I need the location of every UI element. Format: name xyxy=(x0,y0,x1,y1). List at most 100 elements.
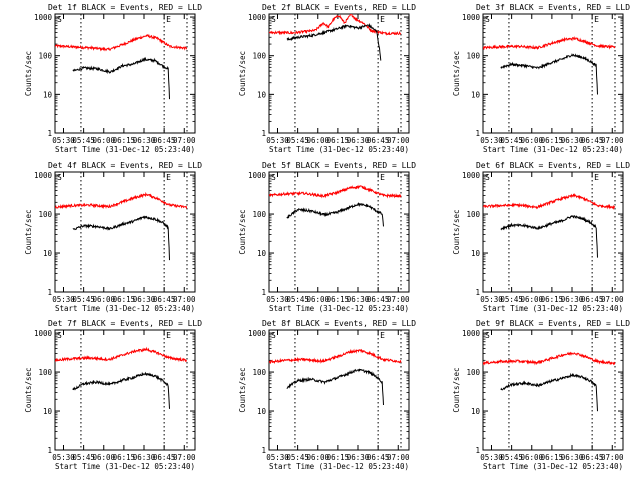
lld-series-line xyxy=(269,184,402,199)
panel-det-1: Det 1f BLACK = Events, RED = LLD 1 10 100 10… xyxy=(24,3,202,154)
panel-title: Det 1f BLACK = Events, RED = LLD xyxy=(48,3,202,12)
x-tick-label: 07:00 xyxy=(387,295,410,304)
y-axis-label: Counts/sec xyxy=(452,51,461,96)
x-tick-label: 06:45 xyxy=(153,136,176,145)
x-tick-label: 05:30 xyxy=(52,136,75,145)
panel-det-4: Det 4f BLACK = Events, RED = LLD 1 10 100 10… xyxy=(24,161,202,313)
events-series-line xyxy=(286,368,384,406)
y-tick-label: 10 xyxy=(471,249,481,258)
x-tick-label: 06:15 xyxy=(327,295,350,304)
panel-det-7: Det 7f BLACK = Events, RED = LLD 1 10 100 10… xyxy=(24,319,202,471)
lld-series-line xyxy=(269,14,402,36)
y-axis-label: Counts/sec xyxy=(238,367,247,412)
x-tick-label: 06:00 xyxy=(520,453,543,462)
y-tick-label: 1000 xyxy=(462,329,481,338)
x-tick-label: 05:30 xyxy=(480,136,503,145)
y-tick-label: 1 xyxy=(47,288,52,297)
x-tick-label: 06:45 xyxy=(367,453,390,462)
x-tick-label: 06:00 xyxy=(306,295,329,304)
y-tick-label: 10 xyxy=(257,249,267,258)
y-tick-label: 10 xyxy=(471,407,481,416)
y-tick-label: 1 xyxy=(47,446,52,455)
x-tick-label: 06:30 xyxy=(347,295,370,304)
x-tick-label: 05:45 xyxy=(286,295,309,304)
x-tick-label: 07:00 xyxy=(601,295,624,304)
x-tick-label: 06:15 xyxy=(113,295,136,304)
plot-frame xyxy=(482,13,624,134)
x-tick-label: 05:30 xyxy=(52,295,75,304)
x-axis-label: Start Time (31-Dec-12 05:23:40) xyxy=(269,304,409,313)
x-tick-label: 06:30 xyxy=(561,453,584,462)
y-tick-label: 1 xyxy=(261,288,266,297)
x-tick-label: 06:00 xyxy=(306,136,329,145)
x-tick-label: 06:15 xyxy=(541,453,564,462)
x-tick-label: 07:00 xyxy=(173,136,196,145)
events-series-line xyxy=(72,371,170,409)
end-marker-label: E xyxy=(380,15,385,24)
x-tick-label: 06:00 xyxy=(520,295,543,304)
events-series-line xyxy=(500,372,598,412)
x-axis-label: Start Time (31-Dec-12 05:23:40) xyxy=(269,462,409,471)
x-axis-label: Start Time (31-Dec-12 05:23:40) xyxy=(483,462,623,471)
y-tick-label: 1 xyxy=(47,129,52,138)
events-series-line xyxy=(286,202,384,227)
x-tick-label: 07:00 xyxy=(387,453,410,462)
lld-series-line xyxy=(483,36,616,51)
y-tick-label: 1 xyxy=(475,129,480,138)
x-tick-label: 06:45 xyxy=(581,453,604,462)
x-axis-label: Start Time (31-Dec-12 05:23:40) xyxy=(55,304,195,313)
x-tick-label: 06:45 xyxy=(581,295,604,304)
x-tick-label: 06:30 xyxy=(133,453,156,462)
x-tick-label: 05:45 xyxy=(72,295,95,304)
x-axis-label: Start Time (31-Dec-12 05:23:40) xyxy=(483,304,623,313)
y-tick-label: 1000 xyxy=(34,171,53,180)
y-tick-label: 100 xyxy=(252,210,266,219)
panel-title: Det 5f BLACK = Events, RED = LLD xyxy=(262,161,416,170)
panel-det-9: Det 9f BLACK = Events, RED = LLD 1 10 100 10… xyxy=(452,319,630,471)
end-marker-label: E xyxy=(380,173,385,182)
start-marker-label: S xyxy=(271,15,276,24)
lld-series-line xyxy=(55,346,188,363)
y-tick-label: 1000 xyxy=(34,329,53,338)
y-axis-label: Counts/sec xyxy=(238,209,247,254)
y-tick-label: 100 xyxy=(38,52,52,61)
start-marker-label: S xyxy=(57,15,62,24)
events-series-line xyxy=(72,56,170,100)
y-tick-label: 10 xyxy=(43,90,53,99)
y-tick-label: 10 xyxy=(257,407,267,416)
y-tick-label: 1 xyxy=(261,446,266,455)
x-tick-label: 06:00 xyxy=(520,136,543,145)
events-series-line xyxy=(500,53,598,95)
start-marker-label: S xyxy=(485,331,490,340)
plot-frame xyxy=(54,329,196,451)
y-tick-label: 1 xyxy=(475,288,480,297)
plot-frame xyxy=(268,329,410,451)
lld-series-line xyxy=(483,351,616,366)
y-tick-label: 10 xyxy=(43,407,53,416)
y-tick-label: 10 xyxy=(43,249,53,258)
y-tick-label: 100 xyxy=(466,52,480,61)
x-tick-label: 06:30 xyxy=(561,136,584,145)
panel-title: Det 9f BLACK = Events, RED = LLD xyxy=(476,319,630,328)
y-tick-label: 100 xyxy=(252,52,266,61)
x-tick-label: 06:45 xyxy=(153,453,176,462)
x-tick-label: 05:30 xyxy=(52,453,75,462)
y-tick-label: 1 xyxy=(475,446,480,455)
x-tick-label: 06:30 xyxy=(347,136,370,145)
x-tick-label: 06:00 xyxy=(306,453,329,462)
y-tick-label: 1000 xyxy=(34,13,53,22)
lld-series-line xyxy=(55,33,188,52)
x-tick-label: 06:30 xyxy=(347,453,370,462)
y-tick-label: 10 xyxy=(471,90,481,99)
y-axis-label: Counts/sec xyxy=(24,209,33,254)
x-tick-label: 05:45 xyxy=(72,136,95,145)
x-tick-label: 05:45 xyxy=(286,453,309,462)
panel-title: Det 3f BLACK = Events, RED = LLD xyxy=(476,3,630,12)
plot-frame xyxy=(54,171,196,293)
x-tick-label: 06:45 xyxy=(367,295,390,304)
plot-frame xyxy=(482,329,624,451)
x-tick-label: 06:00 xyxy=(92,453,115,462)
x-tick-label: 07:00 xyxy=(387,136,410,145)
x-tick-label: 06:15 xyxy=(541,136,564,145)
y-tick-label: 10 xyxy=(257,90,267,99)
